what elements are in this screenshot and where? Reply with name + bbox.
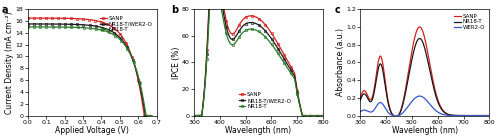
WER2-O xyxy=(486,115,492,116)
SANP xyxy=(128,53,134,55)
NR18-T xyxy=(250,28,256,30)
SANP xyxy=(250,15,256,17)
NR18-T xyxy=(143,115,149,116)
SANP xyxy=(100,22,105,23)
NR18-T/WER2-O xyxy=(148,115,154,116)
SANP xyxy=(390,115,396,116)
Line: SANP: SANP xyxy=(26,17,152,117)
SANP xyxy=(486,115,492,116)
NR18-T xyxy=(444,113,450,115)
SANP xyxy=(357,97,363,99)
Y-axis label: Absorbance (a.u.): Absorbance (a.u.) xyxy=(336,28,345,96)
SANP xyxy=(24,17,30,19)
SANP xyxy=(97,21,103,22)
WER2-O xyxy=(390,115,396,116)
NR18-T/WER2-O xyxy=(98,26,104,28)
NR18-T/WER2-O xyxy=(267,36,273,38)
NR18-T xyxy=(434,98,440,100)
NR18-T xyxy=(390,115,396,116)
Text: c: c xyxy=(334,5,340,15)
NR18-T/WER2-O xyxy=(191,115,197,116)
NR18-T xyxy=(224,36,230,38)
X-axis label: Wavelength (nm): Wavelength (nm) xyxy=(392,126,458,135)
Y-axis label: IPCE (%): IPCE (%) xyxy=(172,46,180,79)
NR18-T/WER2-O xyxy=(129,56,135,58)
NR18-T xyxy=(149,115,155,116)
NR18-T/WER2-O xyxy=(100,27,106,29)
NR18-T xyxy=(98,29,104,31)
NR18-T xyxy=(98,29,104,31)
NR18-T xyxy=(191,115,197,116)
SANP xyxy=(98,21,103,23)
NR18-T/WER2-O xyxy=(224,30,230,32)
NR18-T/WER2-O xyxy=(320,115,326,116)
NR18-T/WER2-O xyxy=(25,23,31,25)
SANP xyxy=(278,47,283,49)
Line: NR18-T: NR18-T xyxy=(360,38,490,117)
NR18-T xyxy=(416,38,422,39)
NR18-T xyxy=(278,56,283,58)
Line: SANP: SANP xyxy=(192,0,324,117)
SANP xyxy=(380,65,386,66)
NR18-T xyxy=(267,42,273,43)
SANP xyxy=(320,115,326,116)
Line: NR18-T: NR18-T xyxy=(192,0,324,117)
Legend: SANP, NR18-T, WER2-O: SANP, NR18-T, WER2-O xyxy=(452,12,486,32)
NR18-T/WER2-O xyxy=(98,26,104,28)
NR18-T/WER2-O xyxy=(288,70,294,72)
Line: NR18-T/WER2-O: NR18-T/WER2-O xyxy=(26,23,152,117)
NR18-T xyxy=(288,73,294,75)
NR18-T xyxy=(393,116,399,117)
NR18-T xyxy=(138,84,143,86)
NR18-T xyxy=(486,115,492,116)
WER2-O xyxy=(434,110,440,112)
NR18-T xyxy=(357,100,363,101)
Y-axis label: Current Density (mA cm⁻²): Current Density (mA cm⁻²) xyxy=(5,11,14,114)
WER2-O xyxy=(416,95,422,97)
NR18-T/WER2-O xyxy=(278,52,283,53)
SANP xyxy=(455,115,461,116)
Text: a: a xyxy=(2,5,8,15)
NR18-T xyxy=(100,30,106,32)
Line: WER2-O: WER2-O xyxy=(360,96,490,116)
SANP xyxy=(191,115,197,116)
X-axis label: Wavelength (nm): Wavelength (nm) xyxy=(226,126,292,135)
NR18-T xyxy=(416,38,422,39)
NR18-T xyxy=(380,71,386,73)
WER2-O xyxy=(357,111,363,113)
Line: NR18-T/WER2-O: NR18-T/WER2-O xyxy=(192,0,324,117)
SANP xyxy=(434,95,440,97)
NR18-T/WER2-O xyxy=(250,22,256,24)
NR18-T/WER2-O xyxy=(24,23,30,25)
NR18-T xyxy=(24,26,30,28)
SANP xyxy=(267,31,273,32)
NR18-T xyxy=(130,58,136,60)
WER2-O xyxy=(380,104,386,105)
SANP xyxy=(25,17,31,19)
NR18-T/WER2-O xyxy=(142,115,148,116)
SANP xyxy=(136,81,141,83)
WER2-O xyxy=(455,115,461,116)
Text: b: b xyxy=(170,5,178,15)
SANP xyxy=(444,113,450,115)
Line: SANP: SANP xyxy=(360,27,490,117)
SANP xyxy=(142,115,148,116)
Legend: SANP, NR18-T/WER2-O, NR18-T: SANP, NR18-T/WER2-O, NR18-T xyxy=(98,14,154,34)
NR18-T xyxy=(25,26,31,28)
SANP xyxy=(224,24,230,26)
SANP xyxy=(288,67,294,68)
NR18-T xyxy=(320,115,326,116)
Legend: SANP, NR18-T/WER2-O, NR18-T: SANP, NR18-T/WER2-O, NR18-T xyxy=(237,91,293,111)
Line: NR18-T: NR18-T xyxy=(26,26,153,117)
SANP xyxy=(147,115,153,116)
SANP xyxy=(416,26,422,28)
WER2-O xyxy=(416,95,422,97)
NR18-T xyxy=(455,115,461,116)
NR18-T/WER2-O xyxy=(136,83,142,85)
SANP xyxy=(393,116,399,118)
SANP xyxy=(416,26,422,28)
WER2-O xyxy=(393,115,399,117)
WER2-O xyxy=(444,114,450,116)
X-axis label: Applied Voltage (V): Applied Voltage (V) xyxy=(56,126,129,135)
